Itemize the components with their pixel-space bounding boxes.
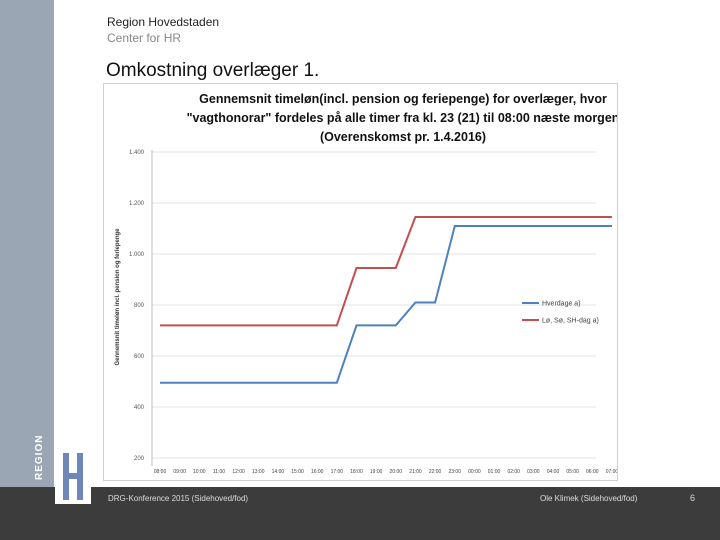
x-tick-label: 18:00 [350, 469, 363, 475]
y-tick-label: 200 [134, 456, 145, 462]
series-line-hverdage [160, 225, 612, 384]
x-tick-label: 11:00 [213, 469, 225, 475]
x-tick-label: 13:00 [252, 469, 265, 475]
legend-label: Hverdage a) [542, 301, 581, 308]
x-tick-label: 20:00 [390, 469, 403, 475]
x-tick-label: 09:00 [173, 469, 186, 475]
x-tick-label: 21:00 [409, 469, 422, 475]
chart-title-line: "vagthonorar" fordeles på alle timer fra… [187, 111, 617, 125]
y-tick-label: 1.400 [129, 150, 145, 156]
series-line-weekend [160, 216, 612, 327]
org-name: Region Hovedstaden [107, 15, 220, 29]
footer-conference-text: DRG-Konference 2015 (Sidehoved/fod) [108, 494, 249, 503]
y-tick-label: 400 [134, 405, 145, 411]
x-tick-label: 10:00 [193, 469, 206, 475]
y-tick-label: 1.000 [129, 252, 145, 258]
x-tick-label: 16:00 [311, 469, 324, 475]
y-axis-label: Gennemsnit timeløn incl. pension og feri… [115, 228, 121, 366]
x-tick-label: 19:00 [370, 469, 383, 475]
x-tick-label: 07:00 [606, 469, 617, 475]
left-sidebar-band [0, 0, 54, 540]
x-tick-label: 04:00 [547, 469, 560, 475]
line-chart: Gennemsnit timeløn(incl. pension og feri… [115, 92, 617, 475]
y-tick-label: 600 [134, 354, 145, 360]
x-tick-label: 17:00 [331, 469, 344, 475]
x-tick-label: 03:00 [527, 469, 540, 475]
x-tick-label: 23:00 [448, 469, 461, 475]
chart-title-line: Gennemsnit timeløn(incl. pension og feri… [199, 92, 607, 106]
x-tick-label: 14:00 [272, 469, 285, 475]
x-tick-label: 15:00 [291, 469, 304, 475]
org-department: Center for HR [107, 31, 182, 45]
x-tick-label: 22:00 [429, 469, 442, 475]
x-tick-label: 06:00 [586, 469, 599, 475]
x-tick-label: 01:00 [488, 469, 501, 475]
chart-frame: Gennemsnit timeløn(incl. pension og feri… [103, 83, 618, 481]
footer-band [0, 487, 720, 540]
x-tick-label: 08:00 [154, 469, 167, 475]
y-tick-label: 1.200 [129, 201, 145, 207]
footer-author-text: Ole Klimek (Sidehoved/fod) [540, 494, 638, 503]
slide-title: Omkostning overlæger 1. [106, 60, 320, 81]
logo-text: REGION [34, 434, 45, 480]
x-tick-label: 00:00 [468, 469, 481, 475]
page-number: 6 [690, 493, 696, 503]
region-h-logo-icon [55, 449, 91, 504]
y-tick-label: 800 [134, 303, 145, 309]
x-tick-label: 12:00 [232, 469, 245, 475]
x-tick-label: 05:00 [566, 469, 579, 475]
chart-title-line: (Overenskomst pr. 1.4.2016) [320, 130, 486, 144]
x-tick-label: 02:00 [507, 469, 520, 475]
legend-label: Lø, Sø, SH-dag a) [542, 318, 599, 325]
